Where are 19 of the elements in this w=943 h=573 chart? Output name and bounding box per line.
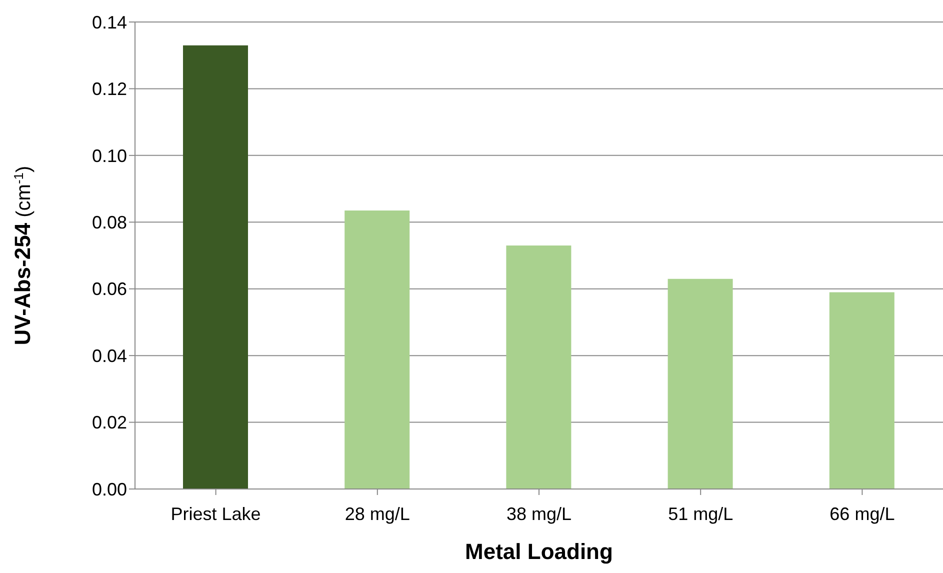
y-tick-label: 0.10 <box>92 146 127 166</box>
y-tick-label: 0.04 <box>92 346 127 366</box>
bar <box>183 45 248 489</box>
x-tick-label: 66 mg/L <box>830 504 895 524</box>
y-tick-label: 0.14 <box>92 12 127 32</box>
x-tick-label: Priest Lake <box>170 504 261 524</box>
bar <box>668 278 733 489</box>
x-tick-label: 38 mg/L <box>506 504 572 524</box>
bar <box>829 292 894 489</box>
y-tick-label: 0.02 <box>92 412 127 433</box>
y-tick-label: 0.08 <box>92 212 127 233</box>
bar <box>506 245 572 489</box>
y-tick-label: 0.00 <box>92 479 127 500</box>
y-tick-label: 0.12 <box>92 79 127 100</box>
y-tick-label: 0.06 <box>92 279 127 300</box>
bar <box>344 210 410 489</box>
x-tick-label: 51 mg/L <box>668 504 734 524</box>
x-axis-title: Metal Loading <box>465 539 613 564</box>
x-tick-label: 28 mg/L <box>344 504 410 524</box>
